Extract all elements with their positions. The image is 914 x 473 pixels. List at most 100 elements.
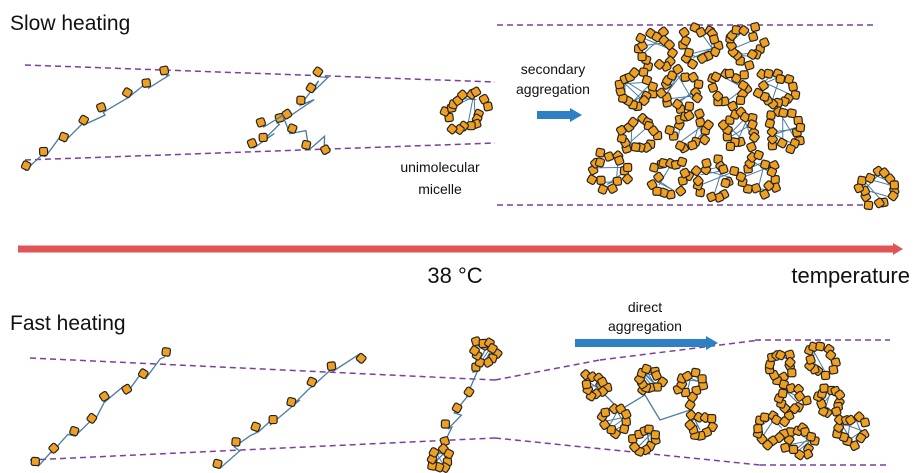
bead	[746, 142, 757, 153]
bead	[890, 181, 898, 189]
bead	[297, 96, 305, 104]
bead	[685, 102, 694, 111]
micelle-label: micelle	[418, 181, 462, 197]
bead	[39, 147, 47, 155]
bead	[597, 176, 605, 184]
bead	[665, 125, 675, 135]
bead	[776, 74, 785, 83]
bead	[788, 369, 796, 377]
bead	[259, 133, 267, 141]
direct-label: aggregation	[608, 318, 682, 334]
decorations	[18, 22, 899, 473]
fast-heating-title: Fast heating	[10, 312, 126, 335]
bead	[307, 377, 318, 388]
bead	[760, 160, 770, 170]
bead	[706, 192, 717, 203]
bead	[740, 71, 748, 79]
bead	[748, 32, 758, 42]
bead	[269, 416, 277, 424]
bead	[829, 365, 838, 374]
bead	[86, 413, 97, 424]
polymer-chain	[219, 354, 360, 469]
micelle-label: unimolecular	[400, 159, 480, 175]
bead	[679, 27, 690, 38]
bead	[320, 144, 331, 155]
bead	[765, 119, 775, 129]
bead	[806, 432, 815, 441]
bead	[684, 48, 693, 57]
bead	[736, 96, 744, 104]
bead	[483, 102, 492, 111]
slow-heating-title: Slow heating	[10, 12, 130, 35]
bead	[764, 69, 774, 79]
page: {"slow_heating": {"title": "Slow heating…	[0, 0, 914, 473]
direct-label: direct	[628, 299, 662, 315]
bead	[701, 158, 711, 168]
bead	[806, 355, 816, 365]
bead	[750, 22, 759, 31]
bead	[59, 132, 69, 142]
polymer-strand	[668, 96, 693, 99]
bead	[698, 375, 706, 383]
bead	[821, 371, 830, 380]
bead	[595, 157, 605, 167]
bead	[788, 82, 797, 91]
bead	[651, 430, 660, 439]
bead	[441, 420, 449, 428]
diagram: Slow heating secondary aggregation unimo…	[0, 0, 914, 473]
bead	[162, 347, 171, 356]
bead	[726, 142, 734, 150]
bead	[796, 123, 805, 132]
bead	[305, 82, 316, 93]
bead	[601, 408, 610, 417]
bead	[709, 34, 719, 44]
bead	[638, 53, 646, 61]
bead	[754, 424, 763, 433]
temperature-label: temperature	[791, 263, 910, 288]
bead	[648, 82, 658, 92]
bead	[287, 397, 297, 407]
secondary-label: secondary	[521, 61, 586, 77]
bead	[582, 380, 591, 389]
bead	[860, 418, 870, 428]
bead	[777, 138, 788, 149]
bead	[820, 384, 829, 393]
bead	[677, 157, 687, 167]
dashed-guide	[25, 65, 495, 82]
bead	[694, 80, 703, 89]
bead	[122, 87, 133, 98]
bead	[721, 178, 731, 188]
bead	[160, 66, 169, 75]
bead	[312, 66, 323, 77]
bead	[256, 117, 266, 127]
bead	[778, 389, 787, 398]
bead	[708, 414, 716, 422]
bead	[31, 457, 39, 465]
bead	[21, 160, 32, 171]
dashed-guide	[30, 358, 495, 380]
bead	[815, 342, 824, 351]
dashed-guide	[30, 438, 495, 460]
bead	[598, 184, 608, 194]
bead	[596, 148, 605, 157]
bead	[779, 108, 788, 117]
bead	[675, 185, 686, 196]
bead	[327, 362, 336, 371]
bead	[213, 459, 223, 469]
bead	[356, 353, 367, 364]
bead	[718, 164, 728, 174]
bead	[69, 426, 79, 436]
dashed-guide	[495, 438, 760, 465]
bead	[463, 386, 474, 397]
dashed-guide	[25, 143, 495, 160]
polymer-strand	[697, 378, 698, 379]
secondary-label: aggregation	[516, 81, 590, 97]
bead	[99, 391, 110, 402]
bead	[142, 79, 151, 88]
bead	[586, 174, 597, 185]
bead	[744, 60, 754, 70]
bead	[864, 201, 873, 210]
bead	[624, 163, 632, 171]
temperature-mark: 38 °C	[427, 263, 482, 288]
bead	[446, 123, 457, 134]
